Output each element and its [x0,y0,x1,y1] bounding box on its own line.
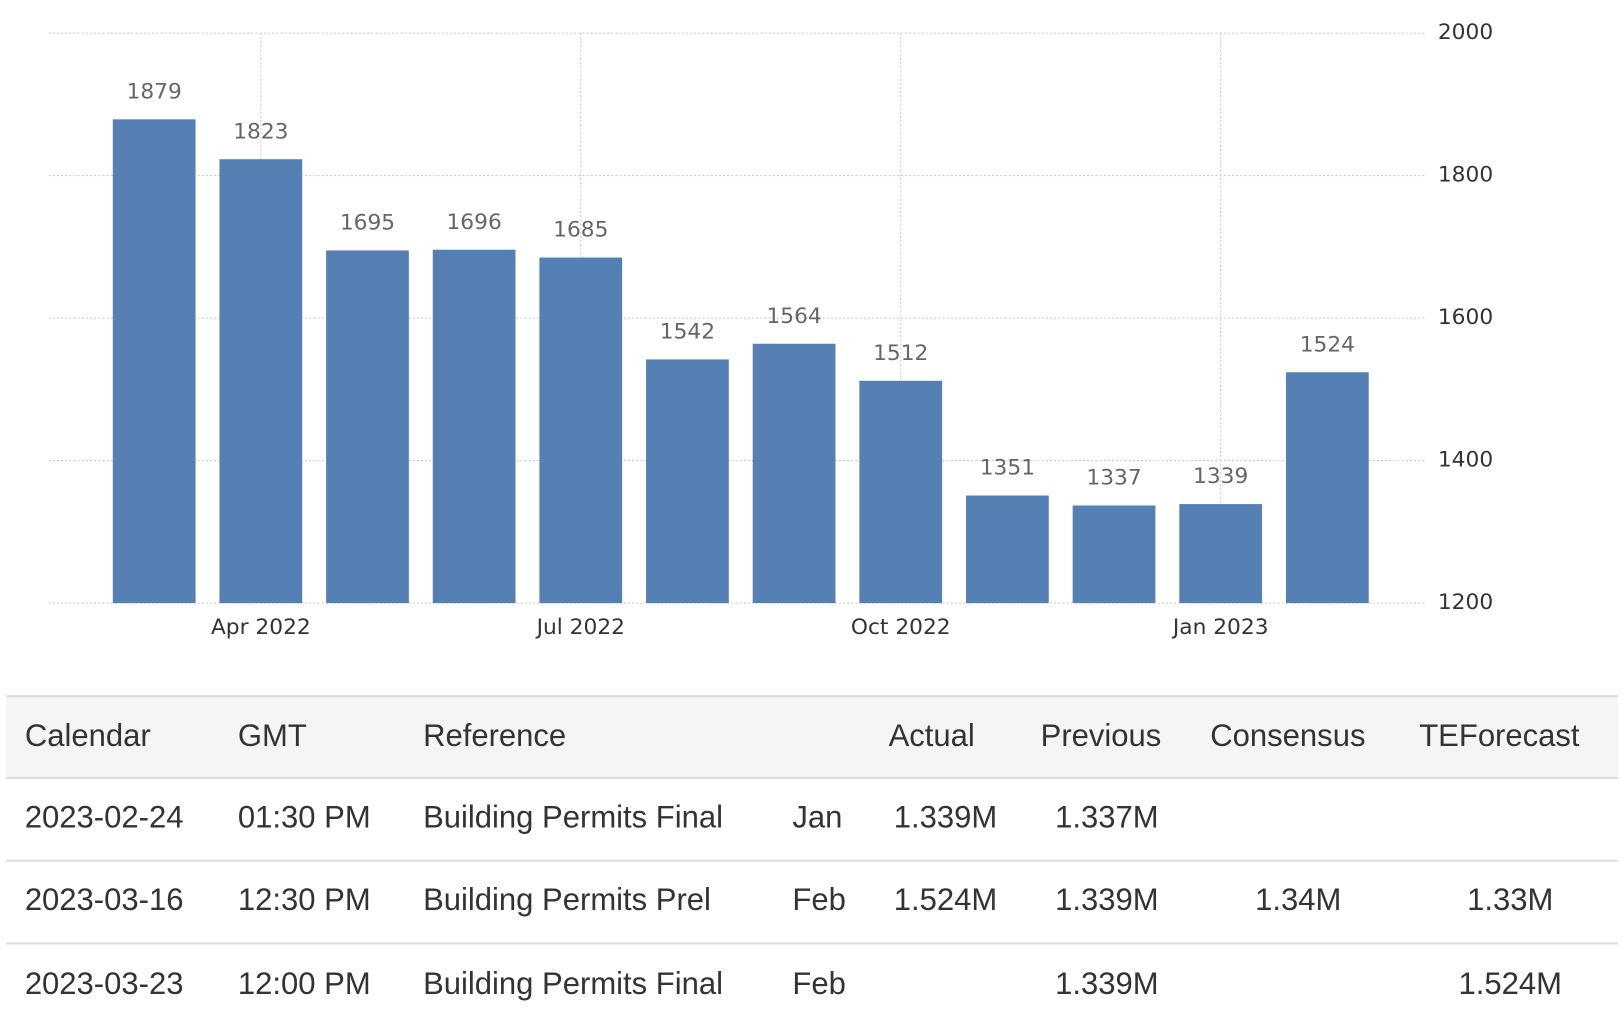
bar [432,249,516,604]
table-cell: Building Permits Final [423,966,723,1001]
y-tick-label: 2000 [1438,20,1493,45]
bar [966,495,1049,604]
table-header: Calendar [25,718,151,753]
bar [326,250,409,604]
y-tick-label: 1200 [1438,590,1493,615]
table-cell: 1.33M [1467,882,1553,917]
table-header-bg [6,696,1618,778]
table-cell: 12:00 PM [238,966,371,1001]
table-cell: 1.339M [894,800,997,835]
data-label: 1542 [660,320,715,345]
table-cell: Feb [792,966,845,1001]
table-header: TEForecast [1419,718,1580,753]
table-cell: 12:30 PM [238,882,371,917]
data-label: 1695 [340,211,395,236]
table-cell: 1.524M [894,882,997,917]
table-cell: 1.34M [1255,882,1341,917]
data-label: 1512 [873,341,928,366]
data-label: 1524 [1300,332,1355,357]
table-header: Consensus [1210,718,1365,753]
bar [1285,372,1369,604]
table-cell: 1.339M [1055,882,1158,917]
bar [646,359,729,604]
x-tick-label: Oct 2022 [851,615,951,640]
table-header: Reference [423,718,566,753]
x-tick-label: Apr 2022 [211,615,311,640]
table-header: Actual [889,718,975,753]
data-label: 1564 [766,304,821,329]
bar [1072,505,1156,604]
table-cell: 01:30 PM [238,800,371,835]
data-label: 1351 [980,456,1035,481]
table-header: GMT [238,718,307,753]
data-label: 1696 [446,210,501,235]
bar [112,119,196,604]
data-label: 1823 [233,119,288,144]
table-cell: Building Permits Final [423,800,723,835]
table-header: Previous [1041,718,1162,753]
data-label: 1685 [553,218,608,243]
bar [752,343,836,604]
table-cell: 2023-03-16 [25,882,184,917]
data-label: 1339 [1193,464,1248,489]
table-cell: Building Permits Prel [423,882,711,917]
table-cell: Feb [792,882,845,917]
y-tick-label: 1800 [1438,163,1493,188]
bar [539,257,623,604]
bar [859,380,943,604]
y-tick-label: 1400 [1438,448,1493,473]
table-cell: Jan [792,800,842,835]
data-label: 1337 [1086,466,1141,491]
x-tick-label: Jul 2022 [535,615,625,640]
table-cell: 1.524M [1459,966,1562,1001]
y-tick-label: 1600 [1438,305,1493,330]
data-label: 1879 [127,79,182,104]
bar [219,159,303,604]
bar [1179,504,1263,604]
table-cell: 1.337M [1055,800,1158,835]
x-tick-label: Jan 2023 [1171,615,1269,640]
table-cell: 2023-02-24 [25,800,184,835]
table-cell: 2023-03-23 [25,966,184,1001]
table-cell: 1.339M [1055,966,1158,1001]
